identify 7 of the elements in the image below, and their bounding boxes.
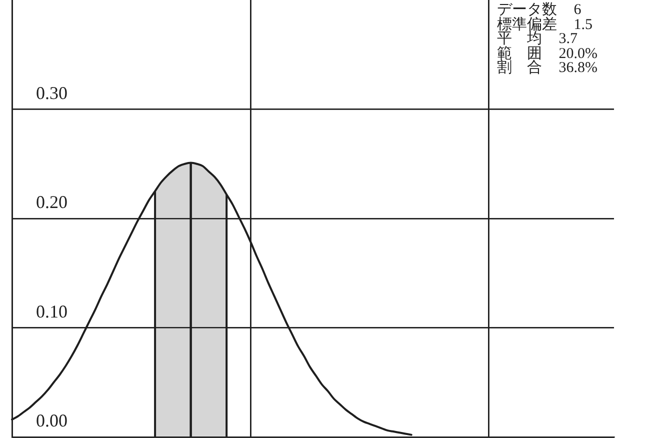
y-tick-label: 0.10 [36, 301, 68, 322]
y-tick-label: 0.30 [36, 82, 68, 103]
y-tick-label: 0.00 [36, 410, 68, 431]
annotation: データ数 6 [497, 2, 582, 18]
y-tick-label: 0.20 [36, 192, 68, 212]
annotation: 平 均 3.7 [497, 31, 578, 48]
annotation: 割 合 36.8% [497, 60, 598, 76]
